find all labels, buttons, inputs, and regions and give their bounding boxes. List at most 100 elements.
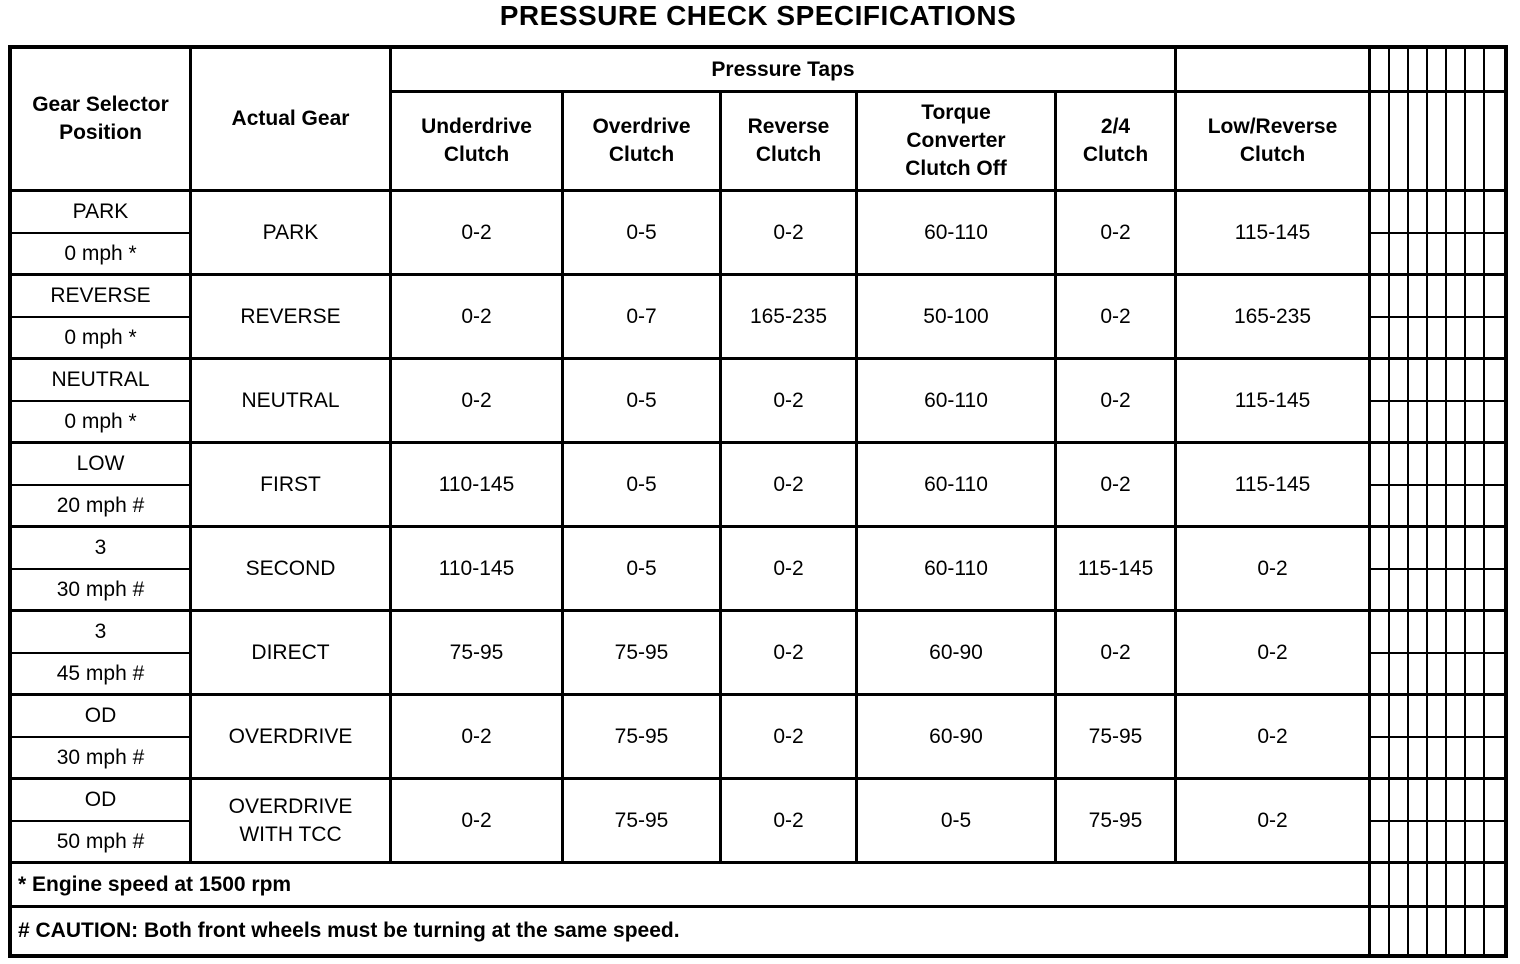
empty-grid-cell — [1371, 402, 1390, 444]
value-2-4: 75-95 — [1057, 780, 1177, 864]
value-low-reverse: 115-145 — [1177, 192, 1371, 276]
value-2-4: 0-2 — [1057, 444, 1177, 528]
empty-grid-cell — [1371, 908, 1390, 954]
selector-speed: 0 mph * — [12, 318, 192, 360]
empty-grid-cell — [1428, 486, 1447, 528]
value-torque-converter: 60-110 — [858, 444, 1057, 528]
empty-grid-cell — [1371, 780, 1390, 822]
empty-grid-cell — [1371, 93, 1390, 192]
selector-speed: 30 mph # — [12, 570, 192, 612]
selector-position: LOW — [12, 444, 192, 486]
empty-grid-cell — [1485, 276, 1504, 318]
value-overdrive: 0-5 — [564, 192, 722, 276]
empty-grid-cell — [1485, 234, 1504, 276]
empty-grid-cell — [1447, 276, 1466, 318]
actual-gear-cell: OVERDRIVE — [192, 696, 392, 780]
empty-grid-cell — [1390, 192, 1409, 234]
empty-grid-cell — [1428, 654, 1447, 696]
selector-position: OD — [12, 696, 192, 738]
header-torque-converter-clutch-off: Torque Converter Clutch Off — [858, 93, 1057, 192]
empty-grid-cell — [1466, 49, 1485, 93]
empty-grid-cell — [1466, 696, 1485, 738]
actual-gear-cell: DIRECT — [192, 612, 392, 696]
empty-grid-cell — [1485, 93, 1504, 192]
empty-grid-cell — [1466, 738, 1485, 780]
selector-speed: 0 mph * — [12, 402, 192, 444]
value-overdrive: 75-95 — [564, 612, 722, 696]
value-2-4: 0-2 — [1057, 276, 1177, 360]
empty-grid-cell — [1390, 93, 1409, 192]
empty-grid-cell — [1390, 908, 1409, 954]
empty-grid-cell — [1371, 360, 1390, 402]
empty-grid-cell — [1447, 444, 1466, 486]
value-underdrive: 75-95 — [392, 612, 564, 696]
empty-grid-cell — [1447, 654, 1466, 696]
empty-grid-cell — [1466, 612, 1485, 654]
actual-gear-cell: REVERSE — [192, 276, 392, 360]
footnote-engine-speed: * Engine speed at 1500 rpm — [12, 864, 1371, 908]
value-overdrive: 0-5 — [564, 528, 722, 612]
empty-grid-cell — [1409, 612, 1428, 654]
empty-grid-cell — [1485, 318, 1504, 360]
empty-grid-cell — [1390, 444, 1409, 486]
value-underdrive: 0-2 — [392, 192, 564, 276]
empty-grid-cell — [1485, 360, 1504, 402]
empty-grid-cell — [1390, 696, 1409, 738]
selector-position: PARK — [12, 192, 192, 234]
empty-grid-cell — [1466, 780, 1485, 822]
empty-grid-cell — [1371, 486, 1390, 528]
value-underdrive: 0-2 — [392, 696, 564, 780]
empty-grid-cell — [1428, 192, 1447, 234]
empty-grid-cell — [1447, 780, 1466, 822]
header-gear-selector-position: Gear Selector Position — [12, 49, 192, 192]
value-2-4: 0-2 — [1057, 612, 1177, 696]
empty-grid-cell — [1485, 696, 1504, 738]
empty-grid-cell — [1428, 908, 1447, 954]
empty-grid-cell — [1390, 402, 1409, 444]
empty-grid-cell — [1447, 528, 1466, 570]
empty-grid-cell — [1390, 528, 1409, 570]
value-2-4: 115-145 — [1057, 528, 1177, 612]
value-reverse: 0-2 — [722, 612, 858, 696]
value-underdrive: 0-2 — [392, 360, 564, 444]
value-2-4: 0-2 — [1057, 360, 1177, 444]
empty-grid-cell — [1485, 444, 1504, 486]
empty-grid-cell — [1428, 402, 1447, 444]
selector-speed: 30 mph # — [12, 738, 192, 780]
empty-grid-cell — [1409, 780, 1428, 822]
empty-grid-cell — [1485, 192, 1504, 234]
header-low-reverse-clutch: Low/Reverse Clutch — [1177, 93, 1371, 192]
value-low-reverse: 0-2 — [1177, 612, 1371, 696]
empty-grid-cell — [1428, 49, 1447, 93]
actual-gear-cell: OVERDRIVE WITH TCC — [192, 780, 392, 864]
empty-grid-cell — [1371, 822, 1390, 864]
empty-grid-cell — [1428, 93, 1447, 192]
selector-speed: 50 mph # — [12, 822, 192, 864]
empty-grid-cell — [1390, 822, 1409, 864]
empty-grid-cell — [1485, 612, 1504, 654]
empty-grid-cell — [1409, 864, 1428, 908]
page-title: PRESSURE CHECK SPECIFICATIONS — [499, 0, 1017, 31]
empty-grid-cell — [1447, 864, 1466, 908]
value-torque-converter: 0-5 — [858, 780, 1057, 864]
empty-grid-cell — [1409, 570, 1428, 612]
selector-position: NEUTRAL — [12, 360, 192, 402]
empty-grid-cell — [1466, 444, 1485, 486]
empty-grid-cell — [1466, 908, 1485, 954]
empty-grid-cell — [1409, 192, 1428, 234]
empty-grid-cell — [1371, 528, 1390, 570]
empty-grid-cell — [1485, 49, 1504, 93]
value-underdrive: 110-145 — [392, 444, 564, 528]
empty-grid-cell — [1447, 908, 1466, 954]
empty-grid-cell — [1428, 276, 1447, 318]
empty-header-cell — [1177, 49, 1371, 93]
empty-grid-cell — [1371, 318, 1390, 360]
empty-grid-cell — [1409, 738, 1428, 780]
value-underdrive: 110-145 — [392, 528, 564, 612]
empty-grid-cell — [1428, 864, 1447, 908]
actual-gear-cell: NEUTRAL — [192, 360, 392, 444]
empty-grid-cell — [1409, 49, 1428, 93]
empty-grid-cell — [1485, 570, 1504, 612]
value-low-reverse: 0-2 — [1177, 528, 1371, 612]
value-2-4: 75-95 — [1057, 696, 1177, 780]
